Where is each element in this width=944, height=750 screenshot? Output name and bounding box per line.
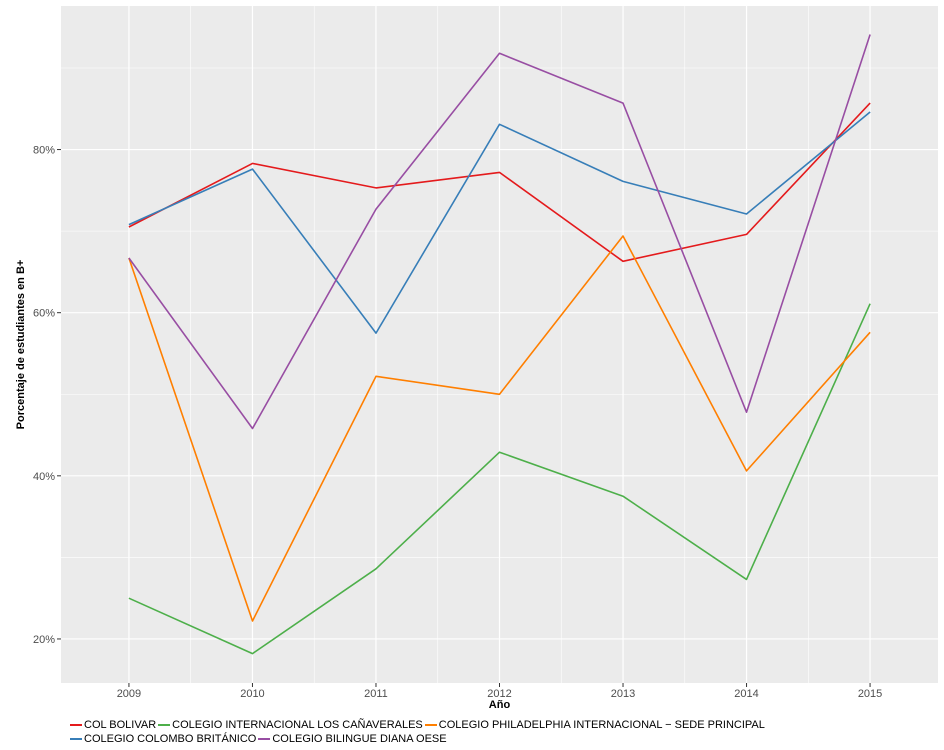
series-line-1 xyxy=(128,102,871,263)
series-line-5 xyxy=(128,34,871,430)
series-line-2 xyxy=(128,303,871,655)
x-tick-label: 2010 xyxy=(240,688,264,700)
legend-item-philadelphia: COLEGIO PHILADELPHIA INTERNACIONAL − SED… xyxy=(424,718,765,732)
x-tick-label: 2009 xyxy=(117,688,141,700)
y-tick-label: 40% xyxy=(33,471,55,483)
series-line-3 xyxy=(128,235,871,622)
legend-key xyxy=(158,724,171,726)
x-tick-label: 2012 xyxy=(487,688,511,700)
legend-key xyxy=(70,724,82,726)
series-layer xyxy=(128,34,871,655)
legend-item-canaverales: COLEGIO INTERNACIONAL LOS CAÑAVERALES xyxy=(158,718,423,732)
legend-label: COLEGIO COLOMBO BRITÁNICO xyxy=(84,733,257,745)
x-tick-label: 2015 xyxy=(858,688,882,700)
x-tick-label: 2014 xyxy=(734,688,758,700)
x-tick-label: 2011 xyxy=(364,688,388,700)
x-tick-label: 2013 xyxy=(611,688,635,700)
y-tick-label: 20% xyxy=(33,634,55,646)
legend-item-col-bolivar: COL BOLIVAR xyxy=(70,718,156,732)
legend-key xyxy=(258,738,271,740)
legend: COL BOLIVAR COLEGIO INTERNACIONAL LOS CA… xyxy=(70,718,940,746)
series-line-4 xyxy=(128,111,871,334)
grid-layer xyxy=(61,6,938,683)
legend-label: COLEGIO INTERNACIONAL LOS CAÑAVERALES xyxy=(172,719,423,731)
line-chart: 20% 40% 60% 80% 2009 2010 2011 2012 2013 2014 2015… xyxy=(15,6,938,711)
y-axis-title: Porcentaje de estudiantes en B+ xyxy=(15,260,27,430)
legend-label: COLEGIO PHILADELPHIA INTERNACIONAL − SED… xyxy=(438,719,765,731)
legend-key xyxy=(70,738,82,740)
x-axis-title: Año xyxy=(489,699,511,711)
legend-item-colombo-britanico: COLEGIO COLOMBO BRITÁNICO xyxy=(70,732,256,746)
y-tick-label: 80% xyxy=(33,145,55,157)
legend-row-1: COL BOLIVAR COLEGIO INTERNACIONAL LOS CA… xyxy=(70,718,940,732)
axis-layer: 20% 40% 60% 80% 2009 2010 2011 2012 2013 2014 2015 xyxy=(33,145,882,700)
legend-row-2: COLEGIO COLOMBO BRITÁNICO COLEGIO BILING… xyxy=(70,732,940,746)
y-tick-label: 60% xyxy=(33,308,55,320)
legend-key xyxy=(424,724,437,726)
legend-item-diana-oese: COLEGIO BILINGUE DIANA OESE xyxy=(258,732,447,746)
legend-label: COL BOLIVAR xyxy=(84,719,157,731)
legend-label: COLEGIO BILINGUE DIANA OESE xyxy=(272,733,447,745)
